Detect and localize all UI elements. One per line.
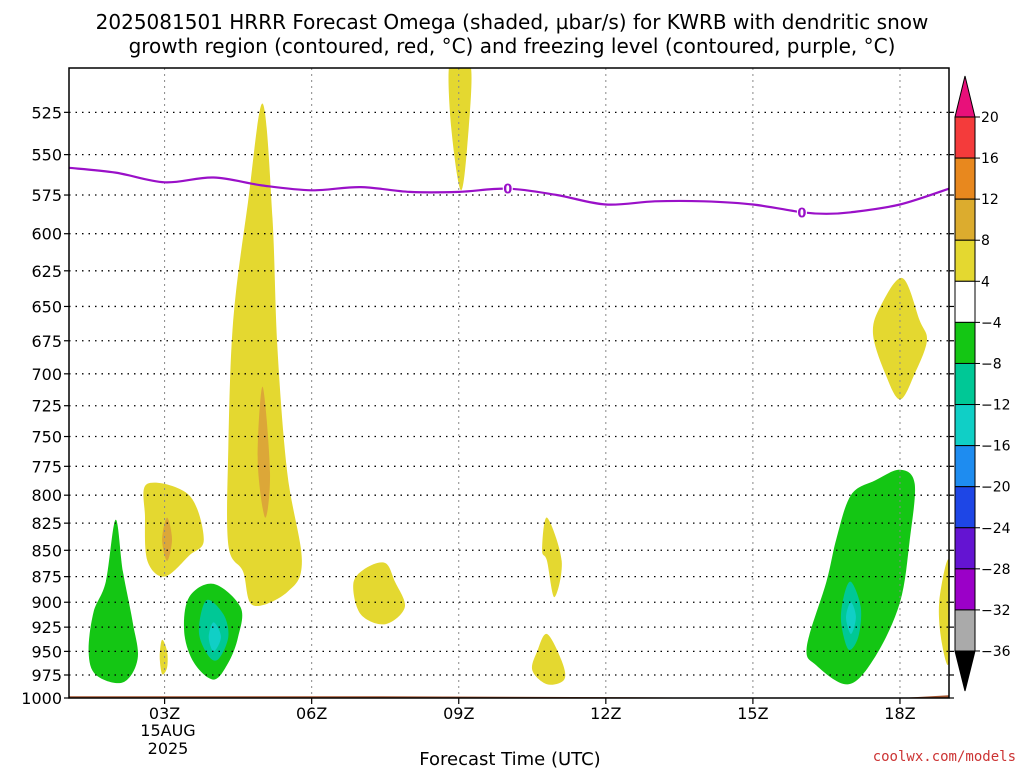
x-tick-label: 03Z (149, 704, 180, 723)
y-tick-label: 750 (31, 428, 62, 447)
x-axis-ticks: 03Z 06Z 09Z 12Z 15Z 18Z (149, 698, 916, 723)
y-tick-label: 525 (31, 103, 62, 122)
omega-region-10 (162, 517, 172, 561)
colorbar: 20 16 12 8 4 −4 −8 −12 −16 −20 −24 −28 −32 −36 (954, 75, 1011, 692)
colorbar-label: 20 (981, 110, 999, 126)
y-tick-label: 825 (31, 514, 62, 533)
freezing-level-line (69, 166, 949, 215)
y-tick-label: 875 (31, 568, 62, 587)
chart-title-line2: growth region (contoured, red, °C) and f… (129, 34, 896, 58)
chart-title-line1: 2025081501 HRRR Forecast Omega (shaded, … (96, 10, 929, 34)
y-tick-label: 725 (31, 397, 62, 416)
colorbar-label: −8 (981, 356, 1002, 372)
colorbar-label: −24 (981, 521, 1011, 537)
y-tick-label: 950 (31, 642, 62, 661)
omega-region-13 (806, 469, 916, 685)
colorbar-label: −28 (981, 562, 1011, 578)
x-axis-label: Forecast Time (UTC) (419, 749, 600, 768)
omega-region-1 (227, 103, 302, 607)
colorbar-label: 16 (981, 151, 999, 167)
colorbar-bottom-arrow (954, 650, 976, 692)
colorbar-swatch (954, 280, 976, 323)
omega-region-9 (257, 386, 271, 518)
colorbar-swatch (954, 157, 976, 200)
y-tick-label: 850 (31, 541, 62, 560)
x-tick-label: 18Z (884, 704, 915, 723)
omega-region-0 (448, 68, 472, 191)
omega-shading (88, 68, 949, 685)
colorbar-label: 4 (981, 274, 990, 290)
y-tick-label: 700 (31, 365, 62, 384)
colorbar-label: 8 (981, 233, 990, 249)
colorbar-swatch (954, 404, 976, 447)
omega-region-16 (208, 622, 221, 652)
colorbar-top-arrow (954, 75, 976, 118)
colorbar-swatch (954, 362, 976, 406)
x-tick-label: 09Z (443, 704, 474, 723)
y-tick-label: 1000 (21, 689, 62, 708)
omega-region-6 (531, 633, 566, 685)
omega-region-4 (353, 562, 406, 625)
y-tick-label: 600 (31, 225, 62, 244)
colorbar-swatch (954, 116, 976, 159)
plot-frame (68, 67, 950, 699)
date-label-year: 2025 (148, 739, 189, 758)
contour-label-mask (796, 204, 807, 219)
y-tick-label: 625 (31, 262, 62, 281)
y-tick-label: 975 (31, 666, 62, 685)
watermark: coolwx.com/models (873, 749, 1016, 765)
y-tick-label: 550 (31, 146, 62, 165)
y-tick-label: 650 (31, 297, 62, 316)
x-tick-label: 15Z (737, 704, 768, 723)
colorbar-swatch (954, 609, 976, 652)
y-axis-ticks: 525 550 575 600 625 650 675 700 725 750 775 800 825 8… (21, 103, 954, 708)
colorbar-swatch (954, 239, 976, 282)
colorbar-label: −4 (981, 315, 1002, 331)
x-tick-label: 06Z (296, 704, 327, 723)
colorbar-swatch (954, 198, 976, 241)
colorbar-label: −36 (981, 644, 1011, 660)
colorbar-label: −20 (981, 480, 1011, 496)
freezing-level-label: 0 (797, 206, 806, 221)
contour-label-mask (502, 180, 513, 195)
colorbar-swatch (954, 445, 976, 488)
omega-region-11 (88, 519, 139, 684)
omega-region-8 (938, 559, 949, 665)
colorbar-label: −16 (981, 439, 1011, 455)
y-tick-label: 575 (31, 186, 62, 205)
x-tick-label: 12Z (590, 704, 621, 723)
omega-region-2 (143, 482, 204, 577)
colorbar-label: −12 (981, 398, 1011, 414)
y-tick-label: 925 (31, 618, 62, 637)
colorbar-swatch (954, 486, 976, 529)
freezing-level-contour: 00 (69, 166, 949, 221)
freezing-level-label: 0 (503, 183, 512, 198)
y-tick-label: 675 (31, 332, 62, 351)
date-label-day: 15AUG (140, 721, 195, 740)
omega-region-17 (846, 602, 856, 634)
colorbar-label: −32 (981, 603, 1011, 619)
colorbar-swatch (954, 321, 976, 364)
omega-region-3 (159, 639, 168, 675)
y-tick-label: 800 (31, 486, 62, 505)
y-tick-label: 900 (31, 593, 62, 612)
colorbar-swatch (954, 527, 976, 570)
colorbar-label: 12 (981, 192, 999, 208)
y-tick-label: 775 (31, 457, 62, 476)
colorbar-swatch (954, 568, 976, 611)
